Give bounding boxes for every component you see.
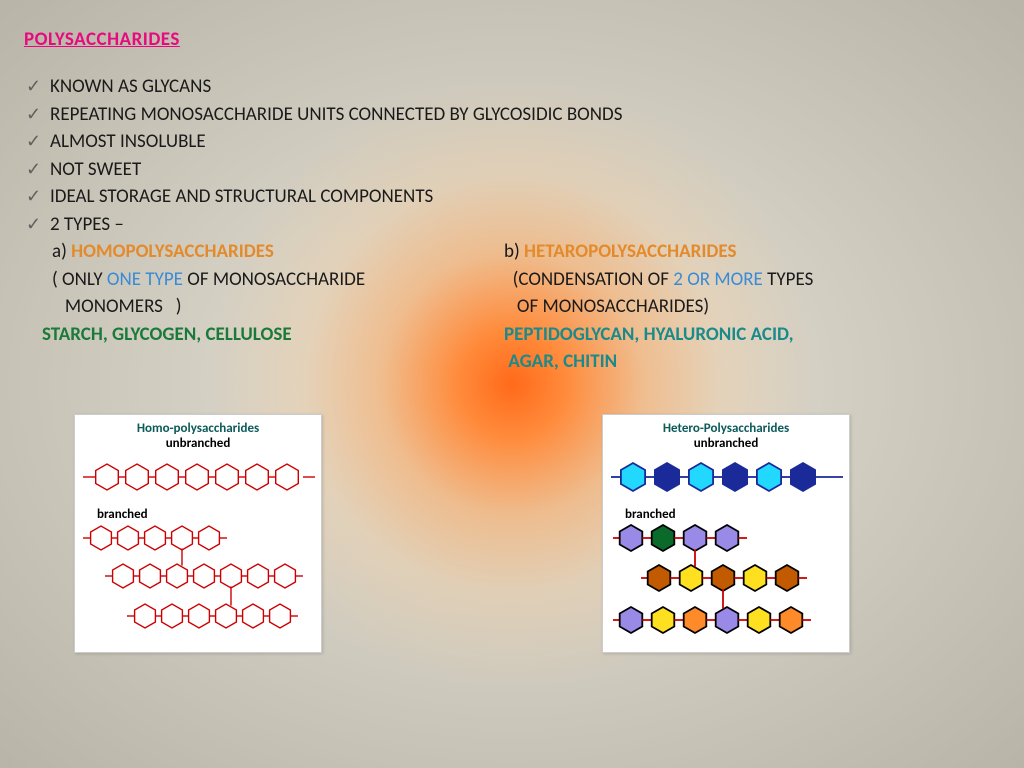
- bullet-item: 2 TYPES –: [24, 211, 1000, 239]
- type-b-header: b) HETAROPOLYSACCHARIDES: [504, 238, 984, 266]
- hetero-unbranched-label: unbranched: [611, 436, 841, 451]
- type-a-examples: STARCH, GLYCOGEN, CELLULOSE: [42, 321, 504, 349]
- slide-content: POLYSACCHARIDES KNOWN AS GLYCANS REPEATI…: [0, 0, 1024, 681]
- bullet-item: IDEAL STORAGE AND STRUCTURAL COMPONENTS: [24, 183, 1000, 211]
- hetero-branched-label: branched: [625, 507, 841, 522]
- homo-branched-label: branched: [97, 507, 313, 522]
- hetero-branched-diagram: [611, 524, 843, 642]
- text: TYPES: [763, 268, 813, 291]
- type-b-examples1: PEPTIDOGLYCAN, HYALURONIC ACID,: [504, 321, 984, 349]
- text: ( ONLY: [52, 268, 107, 291]
- hetero-unbranched-diagram: [611, 455, 843, 499]
- homo-branched-diagram: [83, 524, 315, 642]
- hetero-panel: Hetero-Polysaccharides unbranched branch…: [602, 414, 850, 653]
- diagrams-row: Homo-polysaccharides unbranched branched…: [24, 414, 1000, 653]
- bullet-item: ALMOST INSOLUBLE: [24, 128, 1000, 156]
- type-b-desc1: (CONDENSATION OF 2 OR MORE TYPES: [504, 266, 984, 294]
- type-a-name: HOMOPOLYSACCHARIDES: [71, 240, 274, 263]
- type-b-name: HETAROPOLYSACCHARIDES: [524, 240, 736, 263]
- highlight-text: 2 OR MORE: [673, 268, 763, 291]
- text: OF MONOSACCHARIDE: [183, 268, 365, 291]
- homo-panel: Homo-polysaccharides unbranched branched: [74, 414, 322, 653]
- type-a-letter: a): [52, 240, 71, 263]
- bullet-item: KNOWN AS GLYCANS: [24, 73, 1000, 101]
- highlight-text: ONE TYPE: [107, 268, 183, 291]
- type-b-examples2: AGAR, CHITIN: [504, 348, 984, 376]
- bullet-list: KNOWN AS GLYCANS REPEATING MONOSACCHARID…: [24, 73, 1000, 238]
- type-b-column: b) HETAROPOLYSACCHARIDES (CONDENSATION O…: [504, 238, 984, 376]
- bullet-item: REPEATING MONOSACCHARIDE UNITS CONNECTED…: [24, 101, 1000, 129]
- types-columns: a) HOMOPOLYSACCHARIDES ( ONLY ONE TYPE O…: [24, 238, 1000, 376]
- slide-title: POLYSACCHARIDES: [24, 28, 1000, 51]
- type-a-desc1: ( ONLY ONE TYPE OF MONOSACCHARIDE: [52, 266, 504, 294]
- bullet-item: NOT SWEET: [24, 156, 1000, 184]
- type-a-desc2: MONOMERS ): [52, 293, 504, 321]
- homo-panel-title: Homo-polysaccharides: [83, 421, 313, 436]
- type-a-column: a) HOMOPOLYSACCHARIDES ( ONLY ONE TYPE O…: [24, 238, 504, 376]
- text: (CONDENSATION OF: [504, 268, 673, 291]
- homo-unbranched-label: unbranched: [83, 436, 313, 451]
- type-b-desc2: OF MONOSACCHARIDES): [504, 293, 984, 321]
- homo-unbranched-diagram: [83, 455, 315, 499]
- type-b-letter: b): [504, 240, 524, 263]
- hetero-panel-title: Hetero-Polysaccharides: [611, 421, 841, 436]
- type-a-header: a) HOMOPOLYSACCHARIDES: [52, 238, 504, 266]
